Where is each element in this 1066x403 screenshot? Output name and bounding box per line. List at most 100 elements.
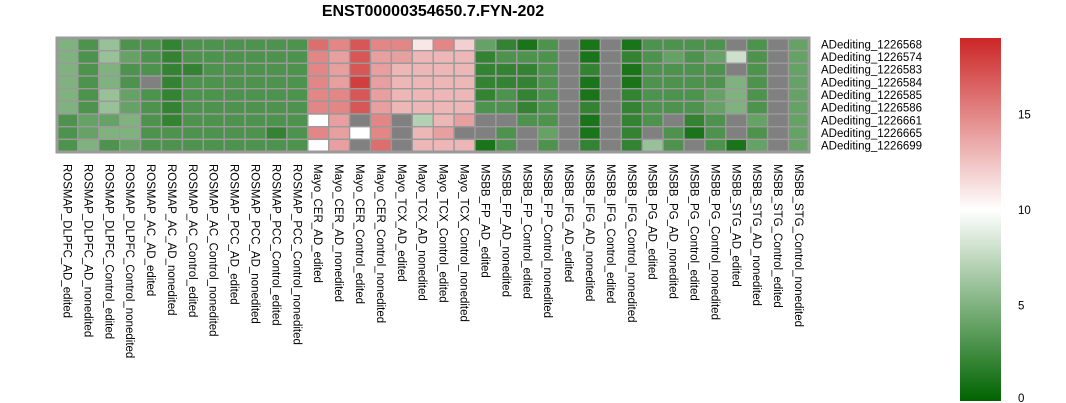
heatmap-cell — [307, 87, 330, 103]
heatmap-cell — [787, 113, 811, 128]
heatmap-cell — [474, 125, 497, 141]
heatmap-cell — [98, 113, 121, 128]
column-label: MSBB_FP_Control_nonedited — [541, 164, 553, 318]
heatmap-cell — [98, 75, 121, 90]
heatmap-cell — [202, 87, 225, 103]
heatmap-cell — [766, 49, 790, 65]
heatmap-cell — [98, 62, 121, 77]
heatmap-cell — [766, 75, 790, 90]
heatmap-cell — [390, 75, 413, 90]
heatmap-cell — [578, 125, 602, 141]
heatmap-cell — [641, 75, 664, 90]
column-label: Mayo_CER_Control_edited — [353, 164, 365, 304]
heatmap-cell — [641, 87, 664, 103]
heatmap-cell — [286, 49, 309, 65]
legend-tick-label: 0 — [1018, 393, 1024, 403]
heatmap-cell — [620, 100, 643, 115]
heatmap-cell — [369, 62, 393, 77]
column-label: Mayo_TCX_AD_nonedited — [416, 164, 428, 301]
heatmap-cell — [578, 100, 602, 115]
heatmap-cell — [98, 138, 121, 153]
heatmap-cell — [537, 37, 560, 52]
heatmap-cell — [369, 113, 393, 128]
heatmap-cell — [160, 37, 184, 52]
heatmap-cell — [369, 138, 393, 153]
heatmap-cell — [244, 87, 267, 103]
heatmap-cell — [139, 49, 163, 65]
heatmap-cell — [348, 37, 372, 52]
heatmap-cell — [578, 37, 602, 52]
heatmap-cell — [641, 62, 664, 77]
heatmap-cell — [578, 113, 602, 128]
heatmap-cell — [369, 100, 393, 115]
heatmap-cell — [662, 138, 685, 153]
heatmap-cell — [453, 125, 476, 141]
row-label: ADediting_1226583 — [821, 65, 922, 77]
column-label: MSBB_STG_Control_nonedited — [792, 164, 804, 327]
heatmap-cell — [766, 62, 790, 77]
heatmap-cell — [746, 62, 769, 77]
heatmap-cell — [244, 113, 267, 128]
column-label: Mayo_CER_AD_edited — [311, 164, 323, 283]
heatmap-cell — [557, 75, 581, 90]
color-legend-ticks: 0 5 10 15 — [1018, 109, 1031, 403]
heatmap-cell — [56, 75, 79, 90]
column-label: MSBB_PG_AD_nonedited — [667, 164, 679, 299]
heatmap-cell — [181, 138, 204, 153]
heatmap-cell — [77, 87, 100, 103]
heatmap-cell — [725, 75, 748, 90]
heatmap-cell — [411, 138, 434, 153]
heatmap-cell — [411, 113, 434, 128]
heatmap-cell — [118, 75, 142, 90]
heatmap-cell — [56, 100, 79, 115]
heatmap-cell — [77, 62, 100, 77]
heatmap-cell — [98, 87, 121, 103]
heatmap-cell — [307, 100, 330, 115]
heatmap-cell — [369, 49, 393, 65]
heatmap-cell — [495, 75, 518, 90]
heatmap-cell — [516, 37, 539, 52]
heatmap-cell — [328, 75, 351, 90]
heatmap-cell — [390, 62, 413, 77]
heatmap-cell — [599, 100, 623, 115]
heatmap-cell — [202, 75, 225, 90]
heatmap-cell — [244, 125, 267, 141]
heatmap-cell — [599, 62, 623, 77]
row-label: ADediting_1226574 — [821, 52, 923, 64]
heatmap-cell — [348, 62, 372, 77]
heatmap-cell — [495, 138, 518, 153]
heatmap-cell — [77, 75, 100, 90]
heatmap-cell — [495, 113, 518, 128]
heatmap-cell — [432, 49, 455, 65]
heatmap-cell — [265, 125, 288, 141]
heatmap-cell — [725, 37, 748, 52]
heatmap-cell — [328, 113, 351, 128]
heatmap-cell — [474, 62, 497, 77]
heatmap-cell — [662, 113, 685, 128]
heatmap-cell — [139, 125, 163, 141]
heatmap-cell — [432, 100, 455, 115]
heatmap-cell — [348, 125, 372, 141]
heatmap-cell — [286, 125, 309, 141]
heatmap-cell — [160, 113, 184, 128]
column-label: MSBB_FP_Control_edited — [520, 164, 532, 299]
heatmap-cell — [495, 100, 518, 115]
heatmap-cell — [160, 75, 184, 90]
heatmap-cell — [453, 138, 476, 153]
heatmap-cell — [746, 37, 769, 52]
heatmap-cell — [181, 62, 204, 77]
heatmap-cell — [662, 75, 685, 90]
column-label: Mayo_TCX_AD_edited — [395, 164, 407, 282]
heatmap-cell — [223, 125, 246, 141]
heatmap-cell — [474, 87, 497, 103]
heatmap-cell — [599, 37, 623, 52]
heatmap-cell — [578, 49, 602, 65]
heatmap-cell — [725, 125, 748, 141]
heatmap-cell — [411, 37, 434, 52]
heatmap-cell — [286, 113, 309, 128]
heatmap-cell — [683, 75, 706, 90]
heatmap-cell — [620, 125, 643, 141]
column-label: ROSMAP_PCC_Control_edited — [269, 164, 281, 326]
heatmap-cell — [139, 62, 163, 77]
heatmap-cell — [662, 100, 685, 115]
